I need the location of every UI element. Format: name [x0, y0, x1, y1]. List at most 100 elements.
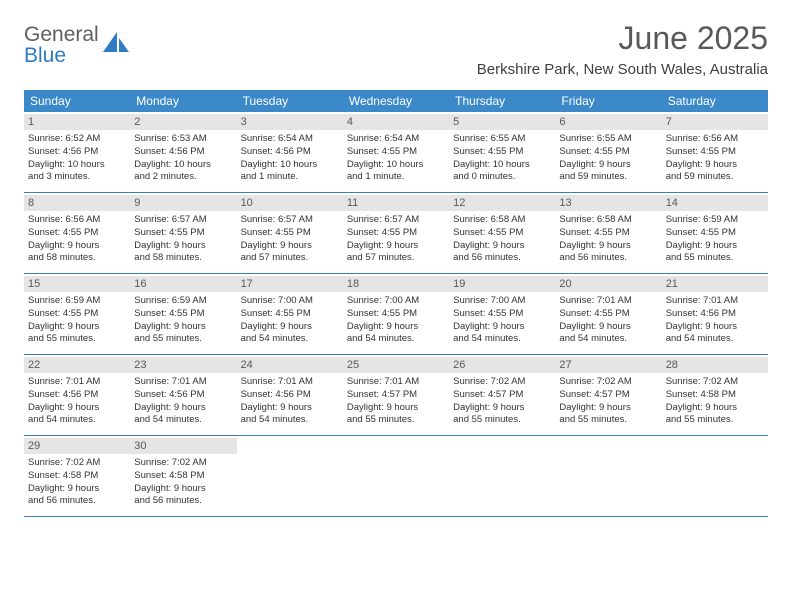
- sunset-line: Sunset: 4:57 PM: [559, 389, 657, 402]
- day-number: 1: [24, 114, 130, 130]
- sunset-line: Sunset: 4:56 PM: [666, 308, 764, 321]
- logo-line1: General: [24, 24, 99, 45]
- daylight-line2: and 55 minutes.: [347, 414, 445, 427]
- sunrise-line: Sunrise: 6:56 AM: [28, 214, 126, 227]
- week-row: 1Sunrise: 6:52 AMSunset: 4:56 PMDaylight…: [24, 112, 768, 193]
- daylight-line1: Daylight: 9 hours: [453, 402, 551, 415]
- day-cell: 30Sunrise: 7:02 AMSunset: 4:58 PMDayligh…: [130, 436, 236, 516]
- daylight-line1: Daylight: 9 hours: [28, 240, 126, 253]
- daylight-line1: Daylight: 9 hours: [347, 402, 445, 415]
- sunrise-line: Sunrise: 6:57 AM: [134, 214, 232, 227]
- daylight-line1: Daylight: 9 hours: [134, 483, 232, 496]
- daylight-line1: Daylight: 9 hours: [28, 483, 126, 496]
- sunrise-line: Sunrise: 6:59 AM: [28, 295, 126, 308]
- daylight-line2: and 58 minutes.: [28, 252, 126, 265]
- sunset-line: Sunset: 4:57 PM: [347, 389, 445, 402]
- day-cell: 19Sunrise: 7:00 AMSunset: 4:55 PMDayligh…: [449, 274, 555, 354]
- sunrise-line: Sunrise: 7:00 AM: [453, 295, 551, 308]
- day-number: 6: [555, 114, 661, 130]
- weeks-container: 1Sunrise: 6:52 AMSunset: 4:56 PMDaylight…: [24, 112, 768, 517]
- day-cell: 9Sunrise: 6:57 AMSunset: 4:55 PMDaylight…: [130, 193, 236, 273]
- day-number: 10: [237, 195, 343, 211]
- daylight-line2: and 59 minutes.: [559, 171, 657, 184]
- day-cell: 17Sunrise: 7:00 AMSunset: 4:55 PMDayligh…: [237, 274, 343, 354]
- sunset-line: Sunset: 4:55 PM: [453, 146, 551, 159]
- daylight-line2: and 55 minutes.: [559, 414, 657, 427]
- day-cell: 11Sunrise: 6:57 AMSunset: 4:55 PMDayligh…: [343, 193, 449, 273]
- daylight-line1: Daylight: 9 hours: [241, 402, 339, 415]
- sunset-line: Sunset: 4:55 PM: [559, 227, 657, 240]
- day-of-week-cell: Thursday: [449, 90, 555, 112]
- sunset-line: Sunset: 4:55 PM: [347, 146, 445, 159]
- day-number: 3: [237, 114, 343, 130]
- daylight-line2: and 54 minutes.: [453, 333, 551, 346]
- daylight-line1: Daylight: 10 hours: [134, 159, 232, 172]
- sunrise-line: Sunrise: 6:58 AM: [453, 214, 551, 227]
- daylight-line1: Daylight: 9 hours: [666, 159, 764, 172]
- daylight-line2: and 54 minutes.: [347, 333, 445, 346]
- sunset-line: Sunset: 4:55 PM: [666, 227, 764, 240]
- sunset-line: Sunset: 4:58 PM: [28, 470, 126, 483]
- daylight-line2: and 57 minutes.: [241, 252, 339, 265]
- location: Berkshire Park, New South Wales, Austral…: [477, 61, 768, 78]
- day-of-week-cell: Saturday: [662, 90, 768, 112]
- day-cell-empty: [343, 436, 449, 516]
- daylight-line1: Daylight: 9 hours: [666, 402, 764, 415]
- daylight-line2: and 56 minutes.: [134, 495, 232, 508]
- daylight-line1: Daylight: 9 hours: [241, 321, 339, 334]
- day-cell: 1Sunrise: 6:52 AMSunset: 4:56 PMDaylight…: [24, 112, 130, 192]
- sunrise-line: Sunrise: 6:59 AM: [666, 214, 764, 227]
- daylight-line1: Daylight: 9 hours: [453, 321, 551, 334]
- daylight-line2: and 54 minutes.: [28, 414, 126, 427]
- daylight-line1: Daylight: 9 hours: [347, 321, 445, 334]
- daylight-line2: and 54 minutes.: [241, 414, 339, 427]
- day-number: 14: [662, 195, 768, 211]
- daylight-line2: and 59 minutes.: [666, 171, 764, 184]
- day-cell: 12Sunrise: 6:58 AMSunset: 4:55 PMDayligh…: [449, 193, 555, 273]
- day-cell: 15Sunrise: 6:59 AMSunset: 4:55 PMDayligh…: [24, 274, 130, 354]
- daylight-line2: and 54 minutes.: [559, 333, 657, 346]
- day-number: 27: [555, 357, 661, 373]
- sunrise-line: Sunrise: 7:02 AM: [28, 457, 126, 470]
- week-row: 15Sunrise: 6:59 AMSunset: 4:55 PMDayligh…: [24, 274, 768, 355]
- daylight-line2: and 55 minutes.: [453, 414, 551, 427]
- daylight-line2: and 56 minutes.: [28, 495, 126, 508]
- day-cell: 20Sunrise: 7:01 AMSunset: 4:55 PMDayligh…: [555, 274, 661, 354]
- day-number: 8: [24, 195, 130, 211]
- daylight-line2: and 54 minutes.: [241, 333, 339, 346]
- sunrise-line: Sunrise: 7:01 AM: [241, 376, 339, 389]
- daylight-line2: and 1 minute.: [241, 171, 339, 184]
- day-number: 12: [449, 195, 555, 211]
- sunset-line: Sunset: 4:56 PM: [241, 146, 339, 159]
- day-cell: 23Sunrise: 7:01 AMSunset: 4:56 PMDayligh…: [130, 355, 236, 435]
- day-cell: 2Sunrise: 6:53 AMSunset: 4:56 PMDaylight…: [130, 112, 236, 192]
- logo-sail-icon: [103, 30, 129, 57]
- sunrise-line: Sunrise: 7:01 AM: [134, 376, 232, 389]
- day-of-week-cell: Tuesday: [237, 90, 343, 112]
- sunrise-line: Sunrise: 6:55 AM: [453, 133, 551, 146]
- daylight-line1: Daylight: 9 hours: [134, 240, 232, 253]
- sunset-line: Sunset: 4:58 PM: [666, 389, 764, 402]
- day-number: 7: [662, 114, 768, 130]
- sunrise-line: Sunrise: 7:02 AM: [666, 376, 764, 389]
- month-title: June 2025: [477, 20, 768, 57]
- day-cell: 29Sunrise: 7:02 AMSunset: 4:58 PMDayligh…: [24, 436, 130, 516]
- day-cell: 7Sunrise: 6:56 AMSunset: 4:55 PMDaylight…: [662, 112, 768, 192]
- daylight-line2: and 57 minutes.: [347, 252, 445, 265]
- daylight-line2: and 3 minutes.: [28, 171, 126, 184]
- sunrise-line: Sunrise: 6:56 AM: [666, 133, 764, 146]
- week-row: 29Sunrise: 7:02 AMSunset: 4:58 PMDayligh…: [24, 436, 768, 517]
- sunset-line: Sunset: 4:55 PM: [453, 308, 551, 321]
- day-cell: 24Sunrise: 7:01 AMSunset: 4:56 PMDayligh…: [237, 355, 343, 435]
- day-cell: 27Sunrise: 7:02 AMSunset: 4:57 PMDayligh…: [555, 355, 661, 435]
- daylight-line2: and 55 minutes.: [666, 414, 764, 427]
- sunrise-line: Sunrise: 7:01 AM: [347, 376, 445, 389]
- day-cell: 14Sunrise: 6:59 AMSunset: 4:55 PMDayligh…: [662, 193, 768, 273]
- week-row: 22Sunrise: 7:01 AMSunset: 4:56 PMDayligh…: [24, 355, 768, 436]
- sunset-line: Sunset: 4:56 PM: [28, 146, 126, 159]
- day-number: 17: [237, 276, 343, 292]
- day-number: 21: [662, 276, 768, 292]
- sunrise-line: Sunrise: 6:54 AM: [347, 133, 445, 146]
- daylight-line1: Daylight: 9 hours: [28, 321, 126, 334]
- day-cell: 22Sunrise: 7:01 AMSunset: 4:56 PMDayligh…: [24, 355, 130, 435]
